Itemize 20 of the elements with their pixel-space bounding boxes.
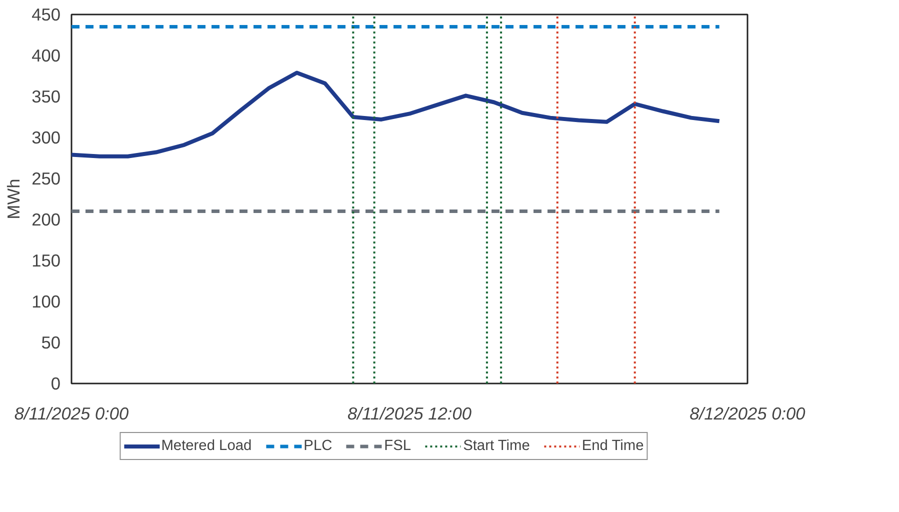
- x-tick-label: 8/11/2025 12:00: [348, 404, 472, 424]
- y-tick-label: 50: [41, 332, 61, 352]
- y-tick-label: 150: [32, 250, 61, 270]
- x-tick-label: 8/11/2025 0:00: [14, 404, 130, 424]
- y-tick-label: 300: [32, 128, 61, 148]
- line-series: [72, 70, 722, 158]
- y-tick-label: 350: [32, 86, 61, 106]
- y-tick-label: 200: [32, 210, 61, 230]
- legend-label: PLC: [304, 438, 332, 454]
- y-axis-title: MWh: [4, 178, 24, 220]
- y-tick-label: 400: [32, 46, 61, 66]
- y-tick-label: 100: [32, 292, 61, 312]
- legend-label: Metered Load: [161, 438, 252, 454]
- y-tick-label: 250: [32, 168, 61, 188]
- y-tick-label: 0: [50, 374, 61, 394]
- legend-label: FSL: [384, 438, 412, 454]
- legend-label: Start Time: [463, 438, 530, 454]
- y-tick-label: 450: [32, 4, 61, 24]
- x-tick-label: 8/12/2025 0:00: [690, 404, 806, 424]
- legend-label: End Time: [582, 438, 644, 454]
